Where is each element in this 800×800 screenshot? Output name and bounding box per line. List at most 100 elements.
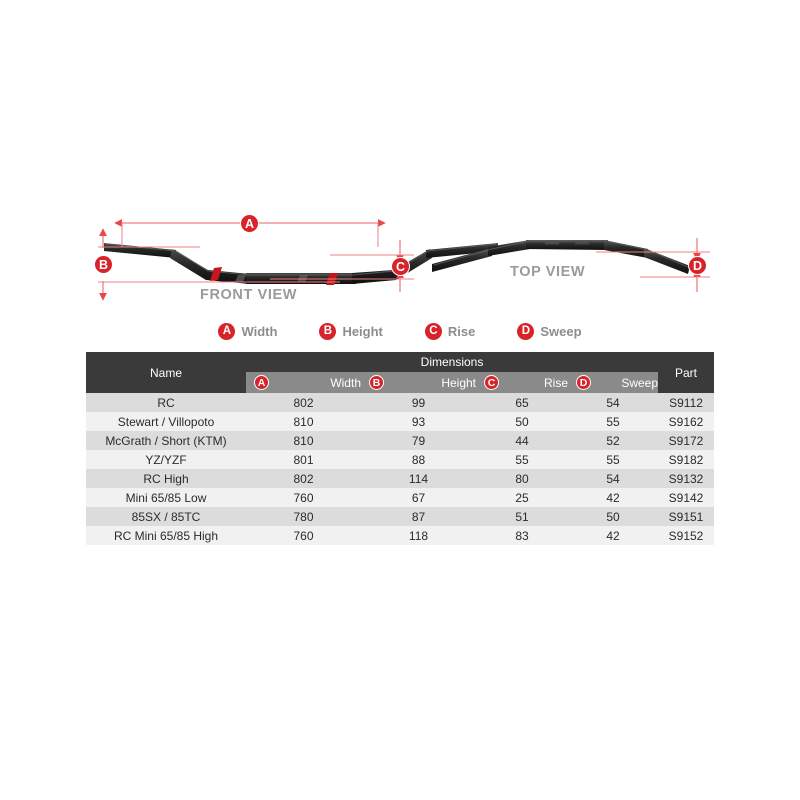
cell-part: S9112: [658, 393, 715, 412]
cell-sweep: 50: [568, 507, 659, 526]
header-sub-width: A Width: [246, 372, 361, 393]
top-view-caption: TOP VIEW: [510, 264, 586, 280]
header-badge-b: B: [369, 375, 384, 390]
table-row: Mini 65/85 Low 760 67 25 42 S9142: [86, 488, 715, 507]
cell-name: Stewart / Villopoto: [86, 412, 246, 431]
cell-height: 79: [361, 431, 476, 450]
header-sub-height: B Height: [361, 372, 476, 393]
header-sub-label-sweep: Sweep: [621, 375, 659, 390]
cell-rise: 80: [476, 469, 568, 488]
cell-part: S9162: [658, 412, 715, 431]
callout-badge-c: C: [391, 257, 410, 276]
cell-sweep: 52: [568, 431, 659, 450]
header-dimensions: Dimensions: [246, 352, 659, 372]
table-row: RC High 802 114 80 54 S9132: [86, 469, 715, 488]
header-sub-label-rise: Rise: [543, 375, 568, 390]
header-sub-rise: C Rise: [476, 372, 568, 393]
cell-height: 118: [361, 526, 476, 545]
table-row: YZ/YZF 801 88 55 55 S9182: [86, 450, 715, 469]
table-row: Stewart / Villopoto 810 93 50 55 S9162: [86, 412, 715, 431]
cell-part: S9132: [658, 469, 715, 488]
cell-sweep: 54: [568, 393, 659, 412]
cell-name: RC High: [86, 469, 246, 488]
front-view-caption: FRONT VIEW: [200, 287, 298, 303]
legend-item-width: A Width: [218, 322, 278, 340]
cell-height: 87: [361, 507, 476, 526]
header-sub-label-width: Width: [330, 375, 361, 390]
legend-item-height: B Height: [319, 322, 383, 340]
cell-height: 88: [361, 450, 476, 469]
legend-item-sweep: D Sweep: [517, 322, 582, 340]
cell-name: McGrath / Short (KTM): [86, 431, 246, 450]
cell-name: RC: [86, 393, 246, 412]
legend-badge-b: B: [319, 322, 337, 340]
callout-badge-a: A: [240, 214, 259, 233]
legend-item-rise: C Rise: [424, 322, 476, 340]
header-badge-c: C: [484, 375, 499, 390]
cell-rise: 50: [476, 412, 568, 431]
legend-badge-d: D: [517, 322, 535, 340]
cell-width: 810: [246, 412, 361, 431]
top-view-handlebar: [432, 240, 690, 274]
cell-width: 760: [246, 526, 361, 545]
cell-width: 810: [246, 431, 361, 450]
dimension-d-sweep: [596, 238, 710, 292]
cell-name: 85SX / 85TC: [86, 507, 246, 526]
header-sub-label-height: Height: [441, 375, 476, 390]
cell-sweep: 55: [568, 412, 659, 431]
dimension-legend: A Width B Height C Rise D Sweep: [86, 318, 714, 344]
legend-label-width: Width: [241, 323, 278, 339]
legend-badge-c: C: [424, 322, 442, 340]
callout-badge-d: D: [688, 256, 707, 275]
cell-rise: 51: [476, 507, 568, 526]
cell-name: YZ/YZF: [86, 450, 246, 469]
header-name: Name: [86, 352, 246, 393]
header-badge-a: A: [254, 375, 269, 390]
cell-height: 114: [361, 469, 476, 488]
legend-label-height: Height: [342, 323, 383, 339]
header-badge-d: D: [576, 375, 591, 390]
cell-width: 801: [246, 450, 361, 469]
table-row: RC Mini 65/85 High 760 118 83 42 S9152: [86, 526, 715, 545]
cell-part: S9151: [658, 507, 715, 526]
handlebar-diagram: A B C D FRONT VIEW TOP VIEW: [0, 0, 800, 345]
cell-height: 67: [361, 488, 476, 507]
header-part: Part: [658, 352, 715, 393]
table-row: RC 802 99 65 54 S9112: [86, 393, 715, 412]
cell-sweep: 42: [568, 488, 659, 507]
cell-part: S9182: [658, 450, 715, 469]
cell-rise: 55: [476, 450, 568, 469]
legend-label-rise: Rise: [447, 323, 476, 339]
cell-width: 780: [246, 507, 361, 526]
cell-height: 93: [361, 412, 476, 431]
cell-height: 99: [361, 393, 476, 412]
table-row: McGrath / Short (KTM) 810 79 44 52 S9172: [86, 431, 715, 450]
cell-name: Mini 65/85 Low: [86, 488, 246, 507]
cell-rise: 65: [476, 393, 568, 412]
front-view-handlebar: [104, 243, 498, 285]
dimension-c-rise: [270, 240, 414, 292]
legend-badge-a: A: [218, 322, 236, 340]
cell-sweep: 54: [568, 469, 659, 488]
cell-rise: 44: [476, 431, 568, 450]
specification-table: Name Dimensions Part A Width B Height C …: [86, 352, 715, 545]
table-body: RC 802 99 65 54 S9112 Stewart / Villopoto 810 93…: [86, 393, 715, 545]
table-header: Name Dimensions Part A Width B Height C …: [86, 352, 715, 393]
cell-sweep: 42: [568, 526, 659, 545]
cell-part: S9172: [658, 431, 715, 450]
cell-name: RC Mini 65/85 High: [86, 526, 246, 545]
cell-rise: 25: [476, 488, 568, 507]
dimension-b-height: [98, 228, 340, 301]
cell-rise: 83: [476, 526, 568, 545]
cell-width: 802: [246, 469, 361, 488]
cell-width: 760: [246, 488, 361, 507]
legend-label-sweep: Sweep: [540, 323, 582, 339]
header-sub-sweep: D Sweep: [568, 372, 659, 393]
callout-badge-b: B: [94, 255, 113, 274]
cell-part: S9142: [658, 488, 715, 507]
cell-width: 802: [246, 393, 361, 412]
cell-part: S9152: [658, 526, 715, 545]
cell-sweep: 55: [568, 450, 659, 469]
diagram-svg: [98, 219, 710, 301]
table-row: 85SX / 85TC 780 87 51 50 S9151: [86, 507, 715, 526]
